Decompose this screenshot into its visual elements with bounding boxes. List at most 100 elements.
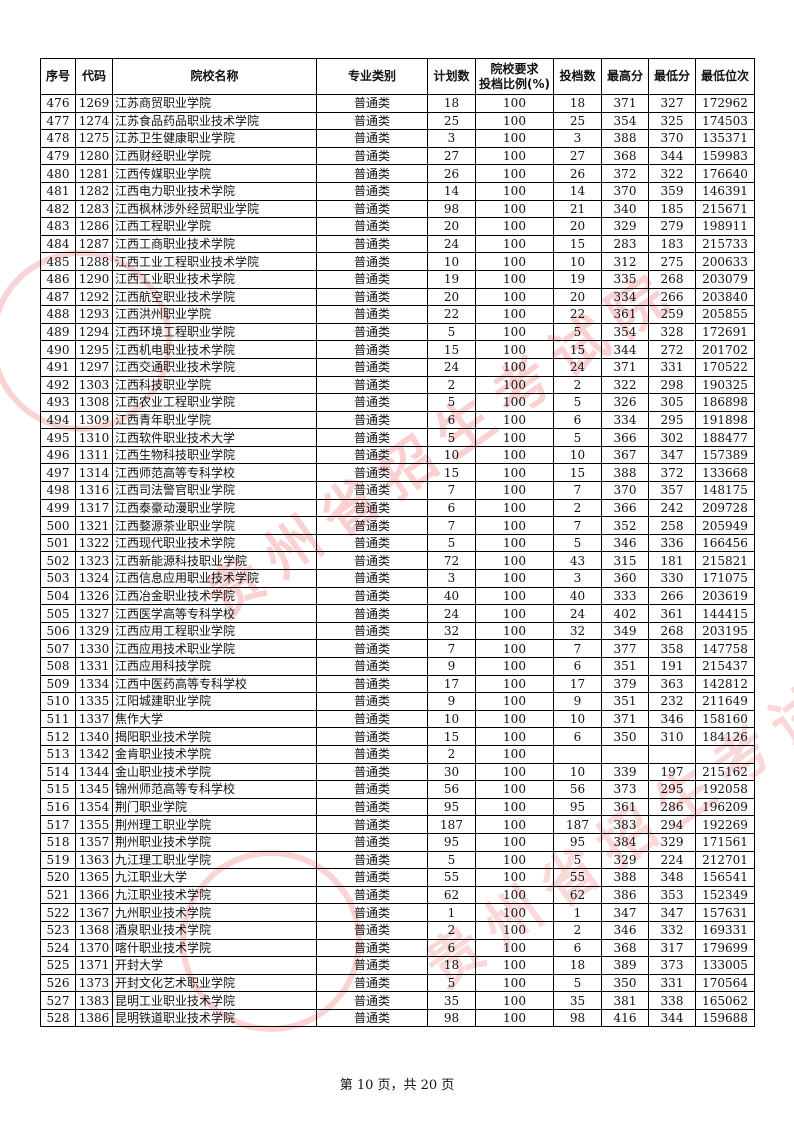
cell-col-plan: 27	[427, 146, 476, 166]
table-row: 492 1303 江西科技职业学院 普通类 2 100 2 322 298 190325	[40, 375, 755, 395]
cell-col-plan: 25	[427, 111, 476, 131]
cell-col-min-score: 242	[648, 498, 696, 518]
cell-col-category: 普通类	[316, 762, 428, 782]
cell-col-min-score: 302	[648, 428, 696, 447]
cell-col-category: 普通类	[316, 903, 428, 922]
cell-col-min-score: 372	[648, 463, 696, 483]
table-row: 505 1327 江西医学高等专科学校 普通类 24 100 24 402 361 144415	[40, 604, 755, 623]
cell-col-min-score: 331	[648, 357, 696, 377]
cell-col-min-rank: 198911	[695, 217, 755, 236]
cell-col-min-score: 266	[648, 287, 696, 307]
cell-col-code: 1269	[75, 94, 113, 113]
cell-col-admitted: 5	[553, 850, 602, 870]
cell-col-ratio: 100	[475, 146, 554, 166]
cell-col-admitted: 15	[553, 340, 602, 359]
cell-col-min-score: 344	[648, 146, 696, 166]
cell-col-plan: 3	[427, 569, 476, 588]
cell-col-ratio: 100	[475, 428, 554, 447]
cell-col-plan: 24	[427, 357, 476, 377]
cell-col-seq: 480	[40, 164, 76, 183]
cell-col-plan: 15	[427, 463, 476, 483]
cell-col-max-score: 388	[601, 129, 649, 148]
cell-col-max-score: 334	[601, 410, 649, 430]
cell-col-max-score: 344	[601, 340, 649, 359]
cell-col-ratio: 100	[475, 516, 554, 535]
cell-col-school-name: 江西财经职业学院	[112, 146, 317, 166]
cell-col-seq: 514	[40, 762, 76, 782]
cell-col-admitted: 2	[553, 920, 602, 940]
cell-col-min-rank: 184126	[695, 727, 755, 746]
cell-col-admitted: 98	[553, 1008, 602, 1028]
cell-col-min-rank: 215733	[695, 234, 755, 254]
cell-col-code: 1316	[75, 481, 113, 500]
table-row: 487 1292 江西航空职业技术学院 普通类 20 100 20 334 266 203840	[40, 287, 755, 307]
cell-col-code: 1286	[75, 217, 113, 236]
cell-col-max-score: 379	[601, 674, 649, 694]
table-row: 478 1275 江苏卫生健康职业学院 普通类 3 100 3 388 370 135371	[40, 129, 755, 148]
header-col-category: 专业类别	[316, 58, 428, 95]
cell-col-seq: 500	[40, 516, 76, 535]
cell-col-min-rank: 157389	[695, 445, 755, 465]
cell-col-plan: 5	[427, 973, 476, 993]
cell-col-plan: 5	[427, 428, 476, 447]
cell-col-code: 1297	[75, 357, 113, 377]
cell-col-admitted: 24	[553, 604, 602, 623]
cell-col-plan: 20	[427, 287, 476, 307]
cell-col-ratio: 100	[475, 744, 554, 764]
table-row: 507 1330 江西应用技术职业学院 普通类 7 100 7 377 358 147758	[40, 639, 755, 658]
cell-col-min-rank: 192058	[695, 780, 755, 799]
cell-col-school-name: 昆明工业职业技术学院	[112, 991, 317, 1010]
cell-col-admitted: 10	[553, 709, 602, 729]
cell-col-seq: 518	[40, 832, 76, 852]
cell-col-min-rank: 215162	[695, 762, 755, 782]
cell-col-school-name: 九江职业技术学院	[112, 885, 317, 905]
cell-col-seq: 519	[40, 850, 76, 870]
table-row: 497 1314 江西师范高等专科学校 普通类 15 100 15 388 372 133668	[40, 463, 755, 483]
cell-col-plan: 30	[427, 762, 476, 782]
cell-col-school-name: 江苏商贸职业学院	[112, 94, 317, 113]
cell-col-school-name: 江西师范高等专科学校	[112, 463, 317, 483]
cell-col-code: 1324	[75, 569, 113, 588]
table-row: 489 1294 江西环境工程职业学院 普通类 5 100 5 354 328 172691	[40, 322, 755, 342]
cell-col-seq: 510	[40, 692, 76, 711]
cell-col-ratio: 100	[475, 850, 554, 870]
table-row: 514 1344 金山职业技术学院 普通类 30 100 10 339 197 215162	[40, 762, 755, 782]
cell-col-code: 1345	[75, 780, 113, 799]
cell-col-min-score: 331	[648, 973, 696, 993]
cell-col-min-rank: 172962	[695, 94, 755, 113]
cell-col-category: 普通类	[316, 551, 428, 571]
cell-col-min-score: 328	[648, 322, 696, 342]
cell-col-ratio: 100	[475, 181, 554, 201]
cell-col-code: 1373	[75, 973, 113, 993]
cell-col-school-name: 江西冶金职业技术学院	[112, 586, 317, 606]
cell-col-min-score: 373	[648, 956, 696, 975]
cell-col-category: 普通类	[316, 322, 428, 342]
cell-col-plan: 3	[427, 129, 476, 148]
cell-col-ratio: 100	[475, 551, 554, 571]
table-row: 517 1355 荆州理工职业学院 普通类 187 100 187 383 294 192269	[40, 815, 755, 834]
cell-col-max-score: 377	[601, 639, 649, 658]
cell-col-max-score: 416	[601, 1008, 649, 1028]
cell-col-plan: 6	[427, 498, 476, 518]
cell-col-plan: 2	[427, 744, 476, 764]
table-header-row: 序号 代码 院校名称 专业类别 计划数 院校要求 投档比例(%) 投档数 最高分 最低分 最低位次	[40, 58, 755, 95]
cell-col-category: 普通类	[316, 393, 428, 412]
cell-col-seq: 496	[40, 445, 76, 465]
cell-col-ratio: 100	[475, 586, 554, 606]
cell-col-min-score: 357	[648, 481, 696, 500]
cell-col-category: 普通类	[316, 357, 428, 377]
header-col-admitted: 投档数	[553, 58, 602, 95]
header-col-school-name: 院校名称	[112, 58, 317, 95]
cell-col-admitted: 22	[553, 305, 602, 324]
cell-col-seq: 477	[40, 111, 76, 131]
cell-col-code: 1311	[75, 445, 113, 465]
cell-col-min-rank: 191898	[695, 410, 755, 430]
cell-col-school-name: 荆门职业学院	[112, 797, 317, 817]
cell-col-plan: 9	[427, 692, 476, 711]
cell-col-school-name: 江苏食品药品职业技术学院	[112, 111, 317, 131]
cell-col-admitted: 6	[553, 410, 602, 430]
cell-col-max-score: 315	[601, 551, 649, 571]
cell-col-min-rank: 171075	[695, 569, 755, 588]
cell-col-admitted: 25	[553, 111, 602, 131]
cell-col-max-score: 388	[601, 868, 649, 887]
